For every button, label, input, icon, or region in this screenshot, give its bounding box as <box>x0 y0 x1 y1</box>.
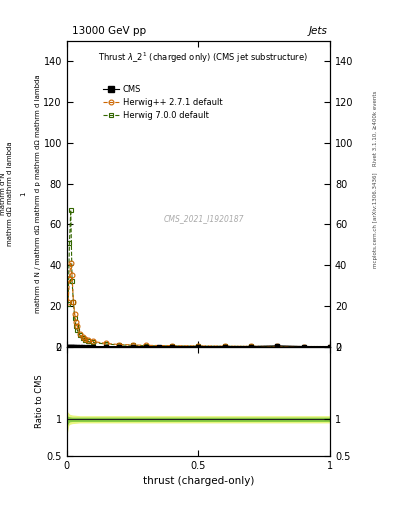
Text: Rivet 3.1.10, ≥400k events: Rivet 3.1.10, ≥400k events <box>373 90 378 166</box>
Legend: CMS, Herwig++ 2.7.1 default, Herwig 7.0.0 default: CMS, Herwig++ 2.7.1 default, Herwig 7.0.… <box>103 85 222 120</box>
X-axis label: thrust (charged-only): thrust (charged-only) <box>143 476 254 486</box>
Text: Thrust $\lambda\_2^1$ (charged only) (CMS jet substructure): Thrust $\lambda\_2^1$ (charged only) (CM… <box>98 50 309 65</box>
Text: 13000 GeV pp: 13000 GeV pp <box>72 27 146 36</box>
Y-axis label: Ratio to CMS: Ratio to CMS <box>35 374 44 428</box>
Text: mcplots.cern.ch [arXiv:1306.3436]: mcplots.cern.ch [arXiv:1306.3436] <box>373 173 378 268</box>
Text: CMS_2021_I1920187: CMS_2021_I1920187 <box>163 214 244 223</box>
Text: Jets: Jets <box>309 27 327 36</box>
Y-axis label: mathrm d²N
mathrm dΩ mathrm d lambda

1

mathrm d N / mathrm dΩ mathrm d p mathr: mathrm d²N mathrm dΩ mathrm d lambda 1 m… <box>0 74 40 313</box>
